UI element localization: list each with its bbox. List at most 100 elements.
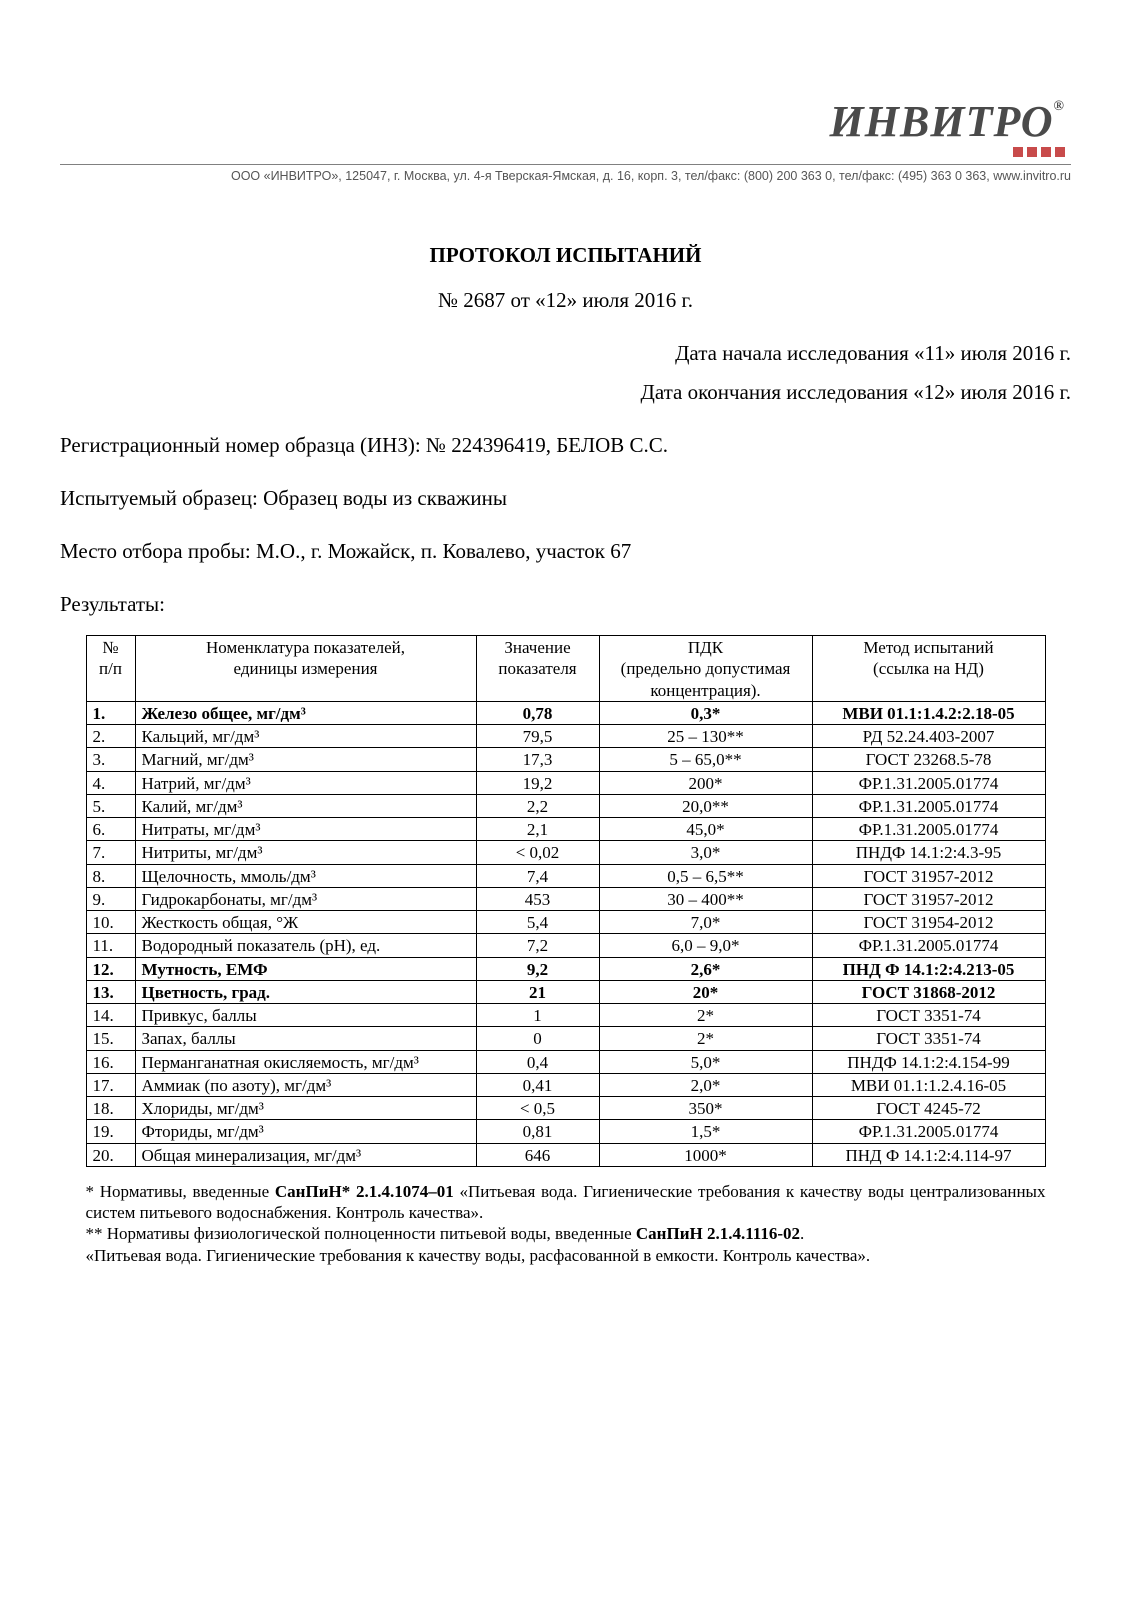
- cell-number: 19.: [86, 1120, 135, 1143]
- cell-method: ГОСТ 31957-2012: [812, 864, 1045, 887]
- table-row: 14.Привкус, баллы12*ГОСТ 3351-74: [86, 1004, 1045, 1027]
- cell-number: 3.: [86, 748, 135, 771]
- cell-name: Привкус, баллы: [135, 1004, 476, 1027]
- table-row: 7.Нитриты, мг/дм³< 0,023,0*ПНДФ 14.1:2:4…: [86, 841, 1045, 864]
- table-row: 16.Перманганатная окисляемость, мг/дм³0,…: [86, 1050, 1045, 1073]
- cell-pdk: 5,0*: [599, 1050, 812, 1073]
- cell-name: Жесткость общая, °Ж: [135, 911, 476, 934]
- cell-value: 79,5: [476, 725, 599, 748]
- cell-number: 5.: [86, 794, 135, 817]
- cell-pdk: 2*: [599, 1027, 812, 1050]
- cell-pdk: 7,0*: [599, 911, 812, 934]
- table-row: 5.Калий, мг/дм³2,220,0**ФР.1.31.2005.017…: [86, 794, 1045, 817]
- sample-description-line: Испытуемый образец: Образец воды из сква…: [60, 486, 1071, 511]
- document-number: № 2687 от «12» июля 2016 г.: [60, 288, 1071, 313]
- research-start-date: Дата начала исследования «11» июля 2016 …: [60, 341, 1071, 366]
- cell-number: 6.: [86, 818, 135, 841]
- cell-name: Общая минерализация, мг/дм³: [135, 1143, 476, 1166]
- cell-number: 9.: [86, 887, 135, 910]
- cell-value: 0,41: [476, 1073, 599, 1096]
- cell-value: 453: [476, 887, 599, 910]
- cell-value: 9,2: [476, 957, 599, 980]
- cell-number: 7.: [86, 841, 135, 864]
- cell-method: ФР.1.31.2005.01774: [812, 818, 1045, 841]
- col-header-pdk: ПДК(предельно допустимаяконцентрация).: [599, 636, 812, 702]
- cell-pdk: 6,0 – 9,0*: [599, 934, 812, 957]
- cell-name: Натрий, мг/дм³: [135, 771, 476, 794]
- cell-method: ГОСТ 23268.5-78: [812, 748, 1045, 771]
- cell-name: Щелочность, ммоль/дм³: [135, 864, 476, 887]
- table-row: 11.Водородный показатель (рН), ед.7,26,0…: [86, 934, 1045, 957]
- cell-number: 11.: [86, 934, 135, 957]
- cell-value: 0,4: [476, 1050, 599, 1073]
- cell-number: 12.: [86, 957, 135, 980]
- cell-method: ФР.1.31.2005.01774: [812, 1120, 1045, 1143]
- cell-number: 13.: [86, 980, 135, 1003]
- results-table: №п/п Номенклатура показателей,единицы из…: [86, 635, 1046, 1167]
- cell-method: ФР.1.31.2005.01774: [812, 794, 1045, 817]
- cell-value: 21: [476, 980, 599, 1003]
- cell-name: Водородный показатель (рН), ед.: [135, 934, 476, 957]
- table-row: 6.Нитраты, мг/дм³2,145,0*ФР.1.31.2005.01…: [86, 818, 1045, 841]
- sampling-location-line: Место отбора пробы: М.О., г. Можайск, п.…: [60, 539, 1071, 564]
- cell-value: 7,2: [476, 934, 599, 957]
- cell-method: ГОСТ 3351-74: [812, 1004, 1045, 1027]
- cell-method: ГОСТ 31868-2012: [812, 980, 1045, 1003]
- cell-name: Запах, баллы: [135, 1027, 476, 1050]
- table-row: 19.Фториды, мг/дм³0,811,5*ФР.1.31.2005.0…: [86, 1120, 1045, 1143]
- cell-method: ГОСТ 4245-72: [812, 1097, 1045, 1120]
- cell-number: 16.: [86, 1050, 135, 1073]
- table-row: 4.Натрий, мг/дм³19,2200*ФР.1.31.2005.017…: [86, 771, 1045, 794]
- footnote-3: «Питьевая вода. Гигиенические требования…: [86, 1246, 871, 1265]
- footnote-2-prefix: ** Нормативы физиологической полноценнос…: [86, 1224, 636, 1243]
- footnote-2-ref: СанПиН 2.1.4.1116-02: [636, 1224, 800, 1243]
- cell-method: ГОСТ 3351-74: [812, 1027, 1045, 1050]
- research-end-date: Дата окончания исследования «12» июля 20…: [60, 380, 1071, 405]
- cell-method: ПНДФ 14.1:2:4.3-95: [812, 841, 1045, 864]
- cell-value: 0,81: [476, 1120, 599, 1143]
- cell-number: 4.: [86, 771, 135, 794]
- logo-accent-squares: [60, 144, 1071, 162]
- cell-pdk: 1000*: [599, 1143, 812, 1166]
- table-row: 17.Аммиак (по азоту), мг/дм³0,412,0*МВИ …: [86, 1073, 1045, 1096]
- col-header-method: Метод испытаний(ссылка на НД): [812, 636, 1045, 702]
- cell-method: ГОСТ 31954-2012: [812, 911, 1045, 934]
- cell-name: Цветность, град.: [135, 980, 476, 1003]
- cell-name: Нитриты, мг/дм³: [135, 841, 476, 864]
- cell-pdk: 25 – 130**: [599, 725, 812, 748]
- cell-method: ПНДФ 14.1:2:4.154-99: [812, 1050, 1045, 1073]
- cell-value: 2,2: [476, 794, 599, 817]
- cell-value: 19,2: [476, 771, 599, 794]
- cell-name: Хлориды, мг/дм³: [135, 1097, 476, 1120]
- cell-pdk: 350*: [599, 1097, 812, 1120]
- col-header-value: Значениепоказателя: [476, 636, 599, 702]
- cell-pdk: 2*: [599, 1004, 812, 1027]
- cell-pdk: 45,0*: [599, 818, 812, 841]
- cell-number: 1.: [86, 701, 135, 724]
- cell-pdk: 2,6*: [599, 957, 812, 980]
- table-row: 10.Жесткость общая, °Ж5,47,0*ГОСТ 31954-…: [86, 911, 1045, 934]
- cell-name: Фториды, мг/дм³: [135, 1120, 476, 1143]
- cell-name: Железо общее, мг/дм³: [135, 701, 476, 724]
- cell-number: 8.: [86, 864, 135, 887]
- cell-number: 2.: [86, 725, 135, 748]
- cell-name: Магний, мг/дм³: [135, 748, 476, 771]
- cell-pdk: 200*: [599, 771, 812, 794]
- header-divider: [60, 164, 1071, 165]
- col-header-number: №п/п: [86, 636, 135, 702]
- cell-pdk: 0,3*: [599, 701, 812, 724]
- table-row: 8.Щелочность, ммоль/дм³7,40,5 – 6,5**ГОС…: [86, 864, 1045, 887]
- table-row: 15.Запах, баллы02*ГОСТ 3351-74: [86, 1027, 1045, 1050]
- results-label: Результаты:: [60, 592, 1071, 617]
- cell-method: РД 52.24.403-2007: [812, 725, 1045, 748]
- footnote-1-ref: СанПиН* 2.1.4.1074–01: [275, 1182, 454, 1201]
- table-row: 3.Магний, мг/дм³17,35 – 65,0**ГОСТ 23268…: [86, 748, 1045, 771]
- cell-pdk: 1,5*: [599, 1120, 812, 1143]
- table-row: 18.Хлориды, мг/дм³< 0,5350*ГОСТ 4245-72: [86, 1097, 1045, 1120]
- company-address-line: ООО «ИНВИТРО», 125047, г. Москва, ул. 4-…: [60, 169, 1071, 183]
- cell-number: 18.: [86, 1097, 135, 1120]
- cell-number: 15.: [86, 1027, 135, 1050]
- results-table-body: 1.Железо общее, мг/дм³0,780,3*МВИ 01.1:1…: [86, 701, 1045, 1166]
- cell-method: ГОСТ 31957-2012: [812, 887, 1045, 910]
- document-page: ИНВИТРО® ООО «ИНВИТРО», 125047, г. Москв…: [0, 0, 1131, 1326]
